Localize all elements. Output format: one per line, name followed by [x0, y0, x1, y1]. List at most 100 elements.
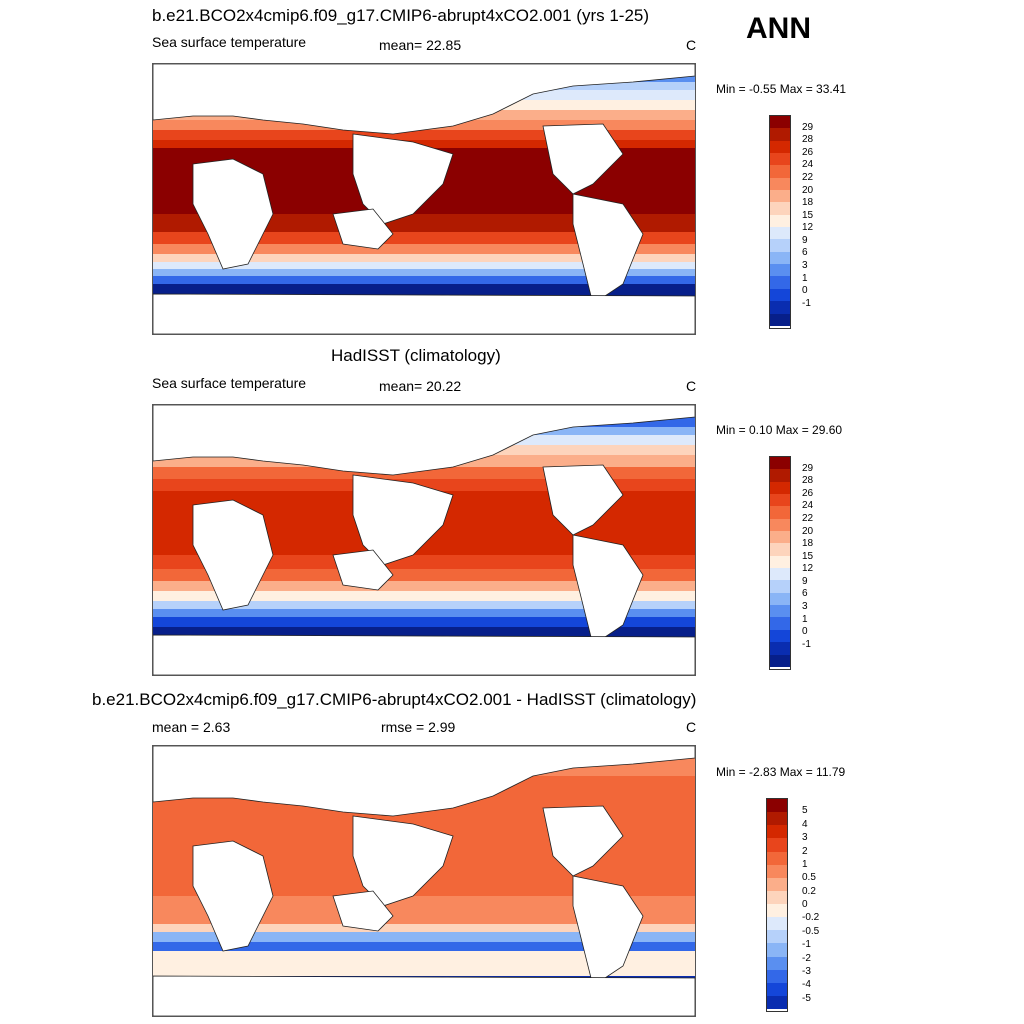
colorbar-swatch [767, 825, 787, 839]
panel-3-colorbar [766, 798, 788, 1012]
colorbar-swatch [770, 140, 790, 154]
panel-1-unit: C [686, 37, 697, 53]
colorbar-swatch [767, 969, 787, 983]
colorbar-swatch [767, 838, 787, 852]
colorbar-swatch [770, 165, 790, 178]
panel-1-minmax: Min = -0.55 Max = 33.41 [716, 82, 847, 96]
colorbar-swatch [770, 605, 790, 618]
colorbar-swatch [770, 313, 790, 326]
colorbar-tick-label: -3 [802, 965, 811, 977]
colorbar-swatch [767, 904, 787, 918]
colorbar-swatch [770, 580, 790, 593]
colorbar-swatch [767, 956, 787, 970]
colorbar-swatch [770, 128, 790, 141]
colorbar-tick-label: -1 [802, 939, 811, 951]
colorbar-tick-label: 0 [802, 626, 808, 638]
colorbar-tick-label: 12 [802, 563, 814, 575]
colorbar-swatch [767, 890, 787, 904]
panel-2-colorbar [769, 456, 791, 670]
colorbar-tick-label: 26 [802, 146, 814, 158]
colorbar-tick-label: 22 [802, 512, 814, 524]
colorbar-swatch [767, 851, 787, 865]
colorbar-tick-label: 26 [802, 487, 814, 499]
colorbar-swatch [767, 812, 787, 826]
colorbar-tick-label: 1 [802, 613, 808, 625]
colorbar-swatch [770, 301, 790, 314]
colorbar-tick-label: 20 [802, 525, 814, 537]
panel-2-mean: mean= 20.22 [379, 378, 462, 394]
colorbar-swatch [770, 202, 790, 215]
panel-1-variable-label: Sea surface temperature [152, 34, 307, 50]
colorbar-tick-label: 9 [802, 234, 808, 246]
panel-3-map [152, 745, 696, 1017]
panel-2-minmax: Min = 0.10 Max = 29.60 [716, 423, 843, 437]
colorbar-swatch [770, 457, 790, 470]
colorbar-tick-label: 3 [802, 832, 808, 844]
colorbar-tick-label: 5 [802, 805, 808, 817]
colorbar-swatch [770, 288, 790, 302]
colorbar-swatch [770, 276, 790, 289]
panel-3-unit: C [686, 719, 697, 735]
colorbar-swatch [770, 592, 790, 606]
colorbar-swatch [770, 654, 790, 667]
panel-3-minmax: Min = -2.83 Max = 11.79 [716, 765, 846, 779]
colorbar-tick-label: 22 [802, 171, 814, 183]
colorbar-swatch [767, 799, 787, 813]
colorbar-swatch [770, 214, 790, 228]
panel-2-variable-label: Sea surface temperature [152, 375, 307, 391]
colorbar-swatch [767, 917, 787, 931]
colorbar-swatch [770, 116, 790, 129]
colorbar-tick-label: 28 [802, 475, 814, 487]
colorbar-tick-label: 6 [802, 588, 808, 600]
colorbar-swatch [770, 177, 790, 191]
colorbar-swatch [767, 995, 787, 1009]
colorbar-swatch [770, 617, 790, 630]
colorbar-tick-label: 0 [802, 899, 808, 910]
colorbar-swatch [770, 481, 790, 495]
colorbar-swatch [770, 190, 790, 203]
colorbar-tick-label: 29 [802, 121, 814, 133]
colorbar-tick-label: -4 [802, 979, 811, 991]
colorbar-tick-label: -5 [802, 992, 811, 1004]
colorbar-swatch [767, 864, 787, 878]
colorbar-tick-label: 0.2 [802, 885, 816, 897]
colorbar-tick-label: -2 [802, 952, 811, 964]
colorbar-tick-label: 1 [802, 858, 808, 870]
panel-3-rmse: rmse = 2.99 [381, 719, 456, 735]
colorbar-swatch [770, 642, 790, 655]
colorbar-swatch [770, 531, 790, 544]
colorbar-tick-label: 0 [802, 285, 808, 297]
colorbar-tick-label: 24 [802, 159, 814, 171]
colorbar-tick-label: 9 [802, 575, 808, 587]
colorbar-swatch [770, 568, 790, 581]
panel-2-map [152, 404, 696, 676]
panel-1-mean: mean= 22.85 [379, 37, 462, 53]
colorbar-swatch [770, 251, 790, 265]
panel-1-title: b.e21.BCO2x4cmip6.f09_g17.CMIP6-abrupt4x… [152, 6, 650, 25]
colorbar-tick-label: 6 [802, 247, 808, 259]
panel-3-title: b.e21.BCO2x4cmip6.f09_g17.CMIP6-abrupt4x… [92, 690, 697, 709]
panel-3-mean: mean = 2.63 [152, 719, 231, 735]
colorbar-tick-label: 0.5 [802, 872, 816, 884]
colorbar-tick-label: 12 [802, 222, 814, 234]
colorbar-tick-label: 3 [802, 601, 808, 613]
colorbar-swatch [767, 877, 787, 891]
colorbar-swatch [770, 629, 790, 643]
panel-2-unit: C [686, 378, 697, 394]
colorbar-swatch [770, 153, 790, 166]
colorbar-tick-label: 18 [802, 538, 814, 550]
colorbar-tick-label: -1 [802, 638, 811, 650]
colorbar-tick-label: 24 [802, 500, 814, 512]
colorbar-swatch [767, 943, 787, 957]
season-label: ANN [746, 12, 811, 45]
panel-2-title: HadISST (climatology) [331, 346, 501, 365]
panel-1-colorbar [769, 115, 791, 329]
panel-1-map [152, 63, 696, 335]
colorbar-tick-label: -0.2 [802, 912, 820, 924]
colorbar-swatch [767, 982, 787, 996]
colorbar-swatch [770, 227, 790, 240]
colorbar-swatch [770, 469, 790, 482]
colorbar-swatch [770, 506, 790, 519]
colorbar-tick-label: 3 [802, 260, 808, 272]
colorbar-tick-label: 1 [802, 272, 808, 284]
